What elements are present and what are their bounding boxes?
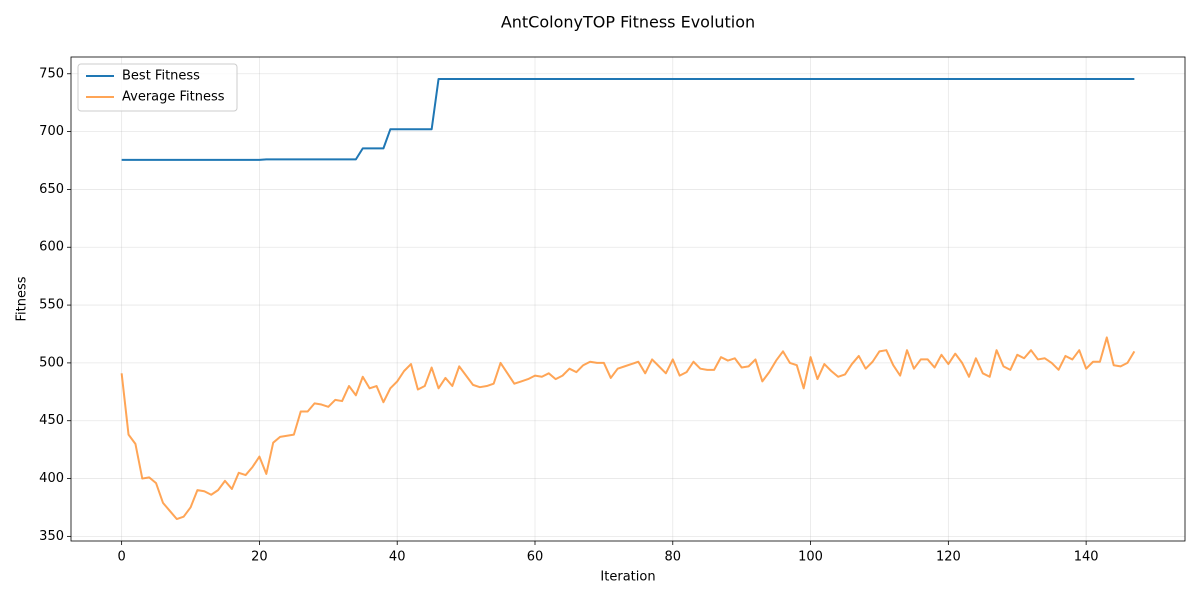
y-axis-label: Fitness bbox=[15, 276, 30, 321]
legend-box bbox=[77, 63, 238, 112]
y-tick-label: 450 bbox=[39, 413, 64, 428]
plot-frame bbox=[70, 56, 1186, 542]
y-tick-label: 700 bbox=[39, 124, 64, 139]
line-series bbox=[120, 336, 1136, 521]
x-tick-label: 60 bbox=[527, 550, 544, 565]
line-series bbox=[121, 77, 1135, 161]
legend-label: Best Fitness bbox=[122, 69, 200, 84]
x-tick-label: 40 bbox=[389, 550, 406, 565]
y-tick-label: 550 bbox=[39, 298, 64, 313]
y-tick-label: 650 bbox=[39, 182, 64, 197]
y-tick-label: 350 bbox=[39, 529, 64, 544]
x-tick-label: 140 bbox=[1074, 550, 1099, 565]
legend-label: Average Fitness bbox=[122, 90, 225, 105]
y-tick-label: 600 bbox=[39, 240, 64, 255]
x-tick-label: 120 bbox=[936, 550, 961, 565]
chart-title: AntColonyTOP Fitness Evolution bbox=[501, 13, 755, 32]
y-tick-label: 400 bbox=[39, 471, 64, 486]
y-tick-label: 750 bbox=[39, 66, 64, 81]
x-tick-label: 100 bbox=[798, 550, 823, 565]
x-axis-label: Iteration bbox=[600, 570, 655, 585]
x-tick-label: 20 bbox=[251, 550, 268, 565]
x-tick-label: 80 bbox=[665, 550, 682, 565]
x-tick-label: 0 bbox=[117, 550, 125, 565]
y-tick-label: 500 bbox=[39, 355, 64, 370]
